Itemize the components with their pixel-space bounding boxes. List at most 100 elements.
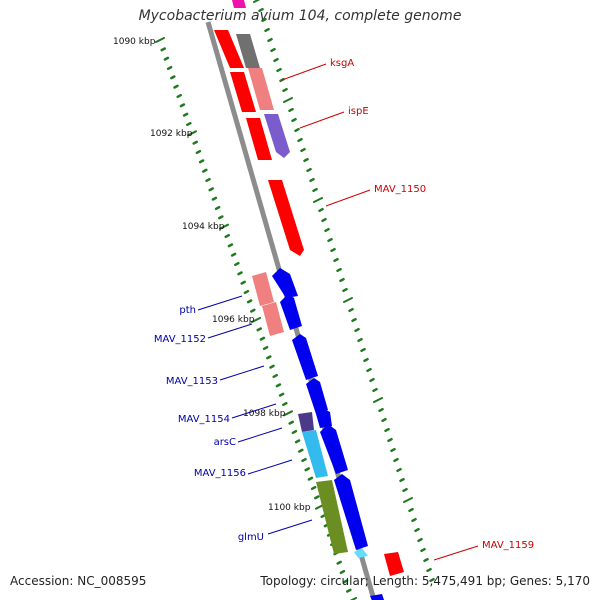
minor-tick bbox=[402, 487, 408, 493]
minor-tick bbox=[170, 75, 176, 80]
gene-blue-b[interactable] bbox=[280, 294, 302, 330]
minor-tick bbox=[333, 257, 339, 263]
gene-glmU[interactable] bbox=[316, 480, 348, 554]
major-tick bbox=[403, 497, 413, 503]
minor-tick bbox=[320, 513, 326, 519]
minor-tick bbox=[288, 420, 294, 425]
gene-gray[interactable] bbox=[236, 34, 260, 68]
minor-tick bbox=[417, 537, 423, 543]
minor-tick bbox=[354, 327, 360, 333]
inner-tick-track bbox=[155, 37, 357, 600]
minor-tick bbox=[291, 429, 298, 435]
minor-tick bbox=[179, 103, 186, 108]
minor-tick bbox=[160, 47, 166, 52]
gene-red-top-1[interactable] bbox=[214, 30, 244, 68]
minor-tick bbox=[230, 252, 237, 257]
minor-tick bbox=[351, 317, 357, 323]
gene-red-top-2[interactable] bbox=[230, 72, 256, 112]
minor-tick bbox=[390, 447, 396, 453]
minor-tick bbox=[366, 367, 372, 373]
minor-tick bbox=[267, 37, 273, 43]
gene-MAV_1156[interactable] bbox=[302, 430, 328, 478]
kbp-label-1098: 1098 kbp bbox=[243, 409, 286, 419]
major-tick bbox=[349, 597, 357, 600]
label-glmU[interactable]: glmU bbox=[238, 532, 264, 543]
minor-tick bbox=[298, 448, 304, 453]
minor-tick bbox=[256, 327, 262, 332]
minor-tick bbox=[318, 207, 324, 213]
forward-genes bbox=[236, 34, 404, 576]
major-tick bbox=[251, 317, 261, 323]
minor-tick bbox=[339, 277, 345, 283]
minor-tick bbox=[173, 84, 179, 89]
minor-tick bbox=[342, 579, 349, 584]
minor-tick bbox=[227, 243, 234, 248]
minor-tick bbox=[327, 237, 333, 243]
gene-pth[interactable] bbox=[252, 272, 274, 306]
connector-MAV_1156 bbox=[247, 459, 293, 475]
gene-blue-c[interactable] bbox=[316, 408, 332, 428]
minor-tick bbox=[429, 577, 435, 583]
minor-tick bbox=[420, 547, 426, 553]
gene-blue-e[interactable] bbox=[334, 474, 368, 550]
connector-ispE bbox=[299, 111, 345, 129]
minor-tick bbox=[303, 157, 309, 163]
label-MAV_1154[interactable]: MAV_1154 bbox=[178, 414, 230, 425]
gene-blue-bottom[interactable] bbox=[370, 594, 384, 600]
gene-blue-a[interactable] bbox=[272, 268, 298, 298]
minor-tick bbox=[307, 476, 314, 481]
gene-MAV_1159[interactable] bbox=[384, 552, 404, 576]
label-ksgA[interactable]: ksgA bbox=[330, 58, 354, 69]
outer-tick-track bbox=[253, 0, 435, 583]
label-arsC[interactable]: arsC bbox=[214, 437, 236, 448]
minor-tick bbox=[211, 196, 218, 201]
label-MAV_1153[interactable]: MAV_1153 bbox=[166, 376, 218, 387]
minor-tick bbox=[176, 93, 182, 99]
label-MAV_1156[interactable]: MAV_1156 bbox=[194, 468, 246, 479]
minor-tick bbox=[273, 57, 279, 63]
kbp-label-1094: 1094 kbp bbox=[182, 222, 225, 232]
label-MAV_1159[interactable]: MAV_1159 bbox=[482, 540, 534, 551]
minor-tick bbox=[294, 127, 300, 133]
minor-tick bbox=[224, 233, 230, 239]
minor-tick bbox=[269, 364, 275, 369]
minor-tick bbox=[378, 407, 384, 413]
gene-ispE[interactable] bbox=[264, 114, 290, 158]
label-pth[interactable]: pth bbox=[179, 305, 196, 316]
gene-arsC[interactable] bbox=[298, 412, 314, 432]
minor-tick bbox=[205, 177, 211, 183]
gene-red-top-3[interactable] bbox=[246, 118, 272, 160]
gene-MAV_1152[interactable] bbox=[262, 302, 284, 336]
connector-glmU bbox=[267, 519, 313, 535]
label-ispE[interactable]: ispE bbox=[348, 106, 369, 117]
minor-tick bbox=[381, 417, 387, 423]
minor-tick bbox=[234, 261, 240, 267]
minor-tick bbox=[282, 401, 288, 407]
minor-tick bbox=[324, 227, 330, 233]
reverse-labels: pth MAV_1152 MAV_1153 MAV_1154 arsC MAV_… bbox=[154, 295, 313, 543]
minor-tick bbox=[240, 280, 246, 285]
gene-blue-d[interactable] bbox=[320, 424, 348, 474]
connector-MAV_1154 bbox=[231, 403, 277, 419]
minor-tick bbox=[208, 187, 214, 192]
gene-magenta-top[interactable] bbox=[232, 0, 246, 8]
label-MAV_1152[interactable]: MAV_1152 bbox=[154, 334, 206, 345]
minor-tick bbox=[301, 457, 307, 463]
gene-MAV_1153[interactable] bbox=[292, 334, 318, 380]
minor-tick bbox=[259, 336, 266, 341]
gene-light-cyan[interactable] bbox=[354, 548, 368, 558]
gene-MAV_1154[interactable] bbox=[306, 378, 328, 414]
minor-tick bbox=[309, 177, 315, 183]
minor-tick bbox=[272, 373, 278, 379]
minor-tick bbox=[408, 507, 414, 513]
label-MAV_1150[interactable]: MAV_1150 bbox=[374, 184, 426, 195]
minor-tick bbox=[261, 17, 267, 23]
gene-MAV_1150[interactable] bbox=[268, 180, 304, 256]
minor-tick bbox=[339, 569, 346, 575]
minor-tick bbox=[297, 137, 303, 143]
gene-ksgA[interactable] bbox=[248, 68, 274, 110]
minor-tick bbox=[250, 308, 256, 313]
minor-tick bbox=[321, 217, 327, 223]
minor-tick bbox=[336, 560, 342, 565]
